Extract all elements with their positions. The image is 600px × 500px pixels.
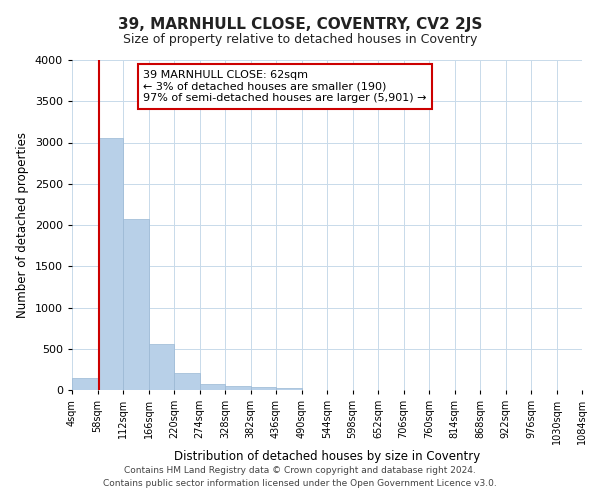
Bar (200, 384, 225, 390)
Bar (225, 386, 251, 390)
Bar (97, 138, 123, 390)
Bar (149, 344, 174, 390)
Text: Contains HM Land Registry data © Crown copyright and database right 2024.
Contai: Contains HM Land Registry data © Crown c… (103, 466, 497, 487)
Y-axis label: Number of detached properties: Number of detached properties (16, 132, 29, 318)
Text: 39, MARNHULL CLOSE, COVENTRY, CV2 2JS: 39, MARNHULL CLOSE, COVENTRY, CV2 2JS (118, 18, 482, 32)
Bar (174, 373, 199, 390)
Bar (251, 387, 276, 390)
Bar (123, 219, 149, 390)
Text: Size of property relative to detached houses in Coventry: Size of property relative to detached ho… (123, 32, 477, 46)
Text: 39 MARNHULL CLOSE: 62sqm
← 3% of detached houses are smaller (190)
97% of semi-d: 39 MARNHULL CLOSE: 62sqm ← 3% of detache… (143, 70, 427, 103)
X-axis label: Distribution of detached houses by size in Coventry: Distribution of detached houses by size … (174, 450, 480, 463)
Bar (276, 388, 302, 390)
Bar (72, 378, 97, 390)
